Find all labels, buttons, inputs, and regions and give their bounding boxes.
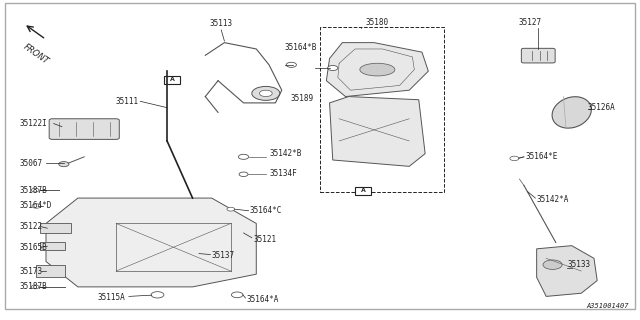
Text: 35133: 35133 xyxy=(567,260,590,269)
Bar xyxy=(164,76,180,84)
Text: 35122: 35122 xyxy=(19,222,42,231)
Polygon shape xyxy=(326,43,428,97)
Text: 35127: 35127 xyxy=(519,18,542,27)
Circle shape xyxy=(227,207,235,211)
Circle shape xyxy=(151,292,164,298)
Circle shape xyxy=(252,86,280,100)
Text: 35187B: 35187B xyxy=(19,282,47,292)
Polygon shape xyxy=(537,246,597,296)
Bar xyxy=(355,187,371,195)
Text: 35164*E: 35164*E xyxy=(525,152,557,161)
Text: 35164*D: 35164*D xyxy=(19,202,52,211)
Text: 35173: 35173 xyxy=(19,267,42,276)
FancyBboxPatch shape xyxy=(522,48,555,63)
Text: A: A xyxy=(360,188,365,193)
Text: 35115A: 35115A xyxy=(98,293,125,302)
Ellipse shape xyxy=(552,97,591,128)
Text: 35165B: 35165B xyxy=(19,243,47,252)
Ellipse shape xyxy=(360,63,395,76)
Text: 35180: 35180 xyxy=(366,18,389,27)
Bar xyxy=(40,243,65,251)
Circle shape xyxy=(259,90,272,97)
Text: A: A xyxy=(170,77,175,82)
Text: 35067: 35067 xyxy=(19,159,42,168)
Text: FRONT: FRONT xyxy=(22,43,51,67)
Circle shape xyxy=(286,62,296,68)
Text: 35113: 35113 xyxy=(210,19,233,28)
Text: 35164*B: 35164*B xyxy=(285,43,317,52)
Text: 35142*B: 35142*B xyxy=(269,149,301,158)
Polygon shape xyxy=(46,198,256,287)
Bar xyxy=(320,27,444,192)
Circle shape xyxy=(59,162,69,167)
Bar xyxy=(36,265,65,277)
FancyBboxPatch shape xyxy=(49,119,119,140)
Text: 35121: 35121 xyxy=(253,235,276,244)
Circle shape xyxy=(543,260,562,269)
Bar xyxy=(40,223,72,233)
Circle shape xyxy=(239,172,248,177)
Text: 35189: 35189 xyxy=(291,94,314,103)
Text: 35126A: 35126A xyxy=(588,103,616,112)
Text: 35164*C: 35164*C xyxy=(250,206,282,215)
Polygon shape xyxy=(330,97,425,166)
Text: 35142*A: 35142*A xyxy=(537,195,569,204)
Text: 35122I: 35122I xyxy=(19,119,47,128)
Circle shape xyxy=(510,156,519,161)
Circle shape xyxy=(239,154,248,159)
Circle shape xyxy=(31,285,39,289)
Text: 35134F: 35134F xyxy=(269,169,297,178)
Text: 35187B: 35187B xyxy=(19,186,47,195)
Text: A351001407: A351001407 xyxy=(586,303,629,309)
Circle shape xyxy=(232,292,243,298)
Circle shape xyxy=(31,188,39,192)
Text: 35111: 35111 xyxy=(115,97,138,106)
Circle shape xyxy=(328,66,338,70)
Circle shape xyxy=(32,204,41,208)
Text: 35137: 35137 xyxy=(212,251,235,260)
Text: 35164*A: 35164*A xyxy=(246,295,279,304)
